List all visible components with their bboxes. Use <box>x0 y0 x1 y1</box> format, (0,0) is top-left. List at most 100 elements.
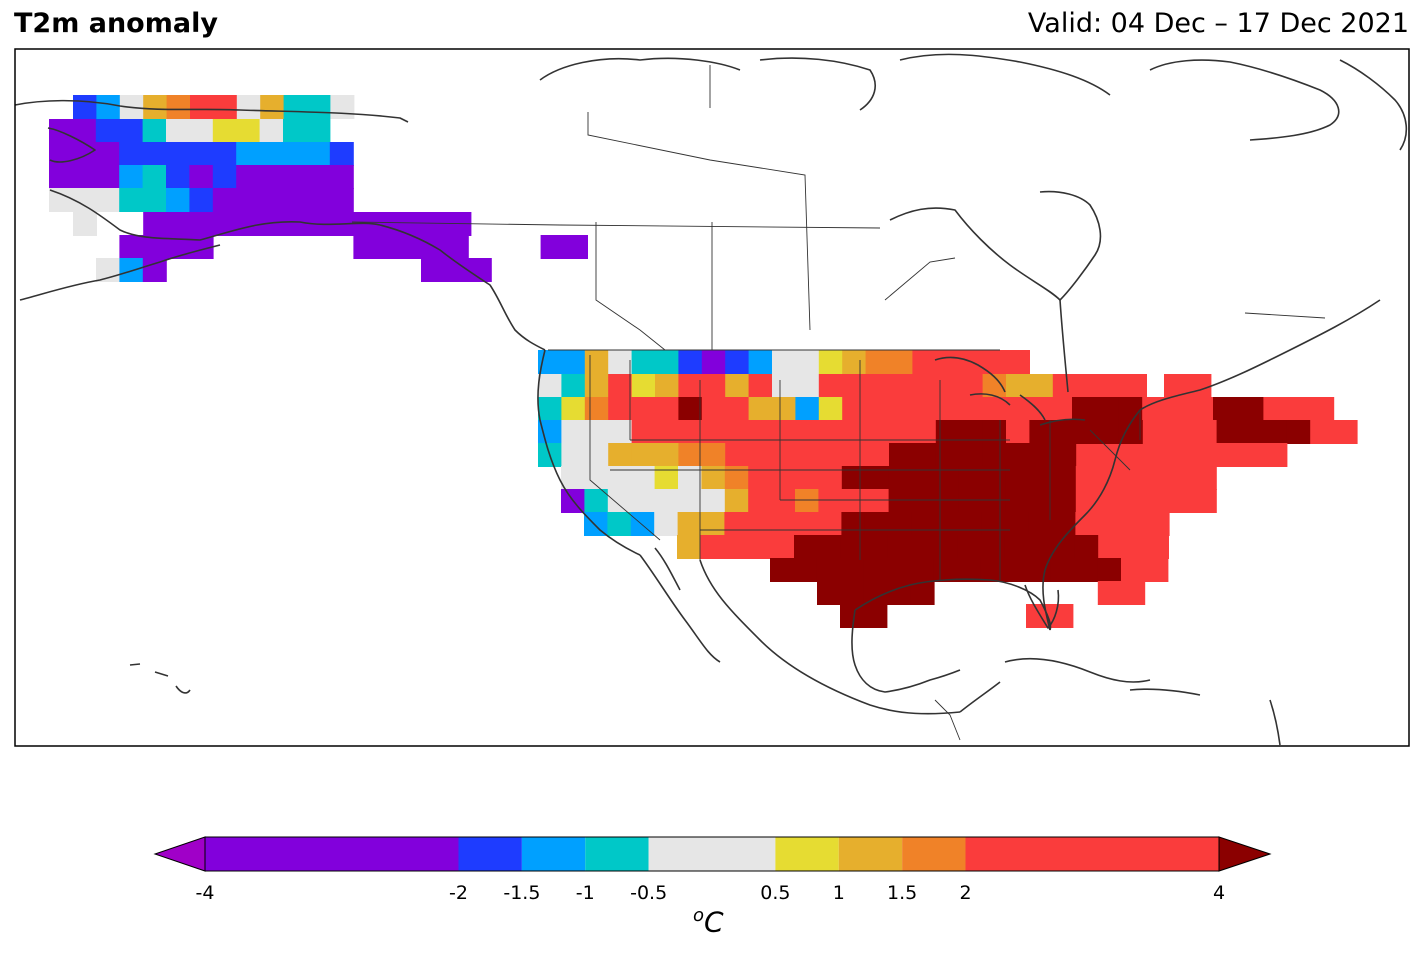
anomaly-cell <box>1121 535 1146 559</box>
anomaly-cell <box>260 95 285 119</box>
anomaly-cell <box>889 350 913 374</box>
colorbar-bin <box>775 837 839 871</box>
colorbar-under-arrow <box>153 836 206 872</box>
anomaly-cell <box>957 558 982 582</box>
anomaly-cell <box>1052 466 1077 490</box>
anomaly-cell <box>1286 420 1311 444</box>
anomaly-cell <box>723 535 748 559</box>
anomaly-cell <box>95 142 120 166</box>
anomaly-cell <box>1187 374 1212 398</box>
anomaly-cell <box>1076 374 1101 398</box>
anomaly-cell <box>608 420 633 444</box>
anomaly-cell <box>1006 397 1030 421</box>
units-letter: C <box>704 905 724 939</box>
anomaly-cell <box>212 165 237 189</box>
colorbar-tick-label: -1 <box>575 882 595 904</box>
anomaly-cell <box>887 558 911 582</box>
anomaly-cell <box>1076 443 1101 467</box>
anomaly-cell <box>864 512 889 536</box>
anomaly-cell <box>840 604 864 628</box>
colorbar-tick-label: 1.5 <box>887 882 918 904</box>
anomaly-cell <box>958 512 983 536</box>
colorbar-tick-label: -2 <box>449 882 468 904</box>
anomaly-cell <box>842 443 867 467</box>
anomaly-cell <box>189 188 214 212</box>
anomaly-cell <box>1049 604 1074 628</box>
anomaly-cell <box>982 397 1007 421</box>
map-title: T2m anomaly <box>14 8 218 39</box>
anomaly-cell <box>863 604 888 628</box>
anomaly-cell <box>841 512 866 536</box>
borders <box>351 65 1326 741</box>
anomaly-cell <box>608 350 633 374</box>
anomaly-cell <box>1121 581 1146 605</box>
anomaly-cell <box>236 188 261 212</box>
anomaly-cell <box>935 443 960 467</box>
anomaly-cell <box>73 95 97 119</box>
colorbar-tick-label: 2 <box>959 882 972 904</box>
anomaly-cell <box>655 443 679 467</box>
anomaly-cell <box>655 397 679 421</box>
anomaly-cell <box>1097 581 1122 605</box>
anomaly-cell <box>959 443 984 467</box>
anomaly-cell <box>1189 397 1213 421</box>
anomaly-cell <box>119 119 144 143</box>
anomaly-cell <box>842 397 867 421</box>
colorbar-bin <box>838 837 903 871</box>
anomaly-cell <box>818 350 843 374</box>
anomaly-cell <box>212 142 237 166</box>
anomaly-cell <box>818 443 843 467</box>
anomaly-cell <box>142 142 167 166</box>
anomaly-cell <box>72 142 97 166</box>
anomaly-cell <box>795 374 820 398</box>
anomaly-cell <box>49 165 73 189</box>
anomaly-cell <box>329 165 354 189</box>
anomaly-cell <box>935 350 960 374</box>
anomaly-cell <box>213 95 238 119</box>
anomaly-cell <box>166 95 191 119</box>
anomaly-cell <box>889 397 913 421</box>
anomaly-cell <box>538 374 562 398</box>
anomaly-cell <box>166 212 191 236</box>
anomaly-cell <box>863 581 888 605</box>
anomaly-cell <box>1006 374 1030 398</box>
anomaly-cell <box>887 535 912 559</box>
anomaly-cell <box>911 535 935 559</box>
anomaly-cell <box>724 489 749 513</box>
anomaly-cell <box>1146 420 1171 444</box>
anomaly-cell <box>631 397 656 421</box>
anomaly-cell <box>1165 397 1190 421</box>
anomaly-cell <box>935 489 960 513</box>
anomaly-cell <box>958 489 983 513</box>
anomaly-cell <box>794 512 819 536</box>
anomaly-cell <box>772 374 796 398</box>
anomaly-cell <box>1029 466 1053 490</box>
anomaly-cell <box>1099 466 1124 490</box>
anomaly-cell <box>1123 374 1147 398</box>
anomaly-cell <box>1029 397 1054 421</box>
anomaly-cell <box>607 512 632 536</box>
anomaly-cell <box>888 512 913 536</box>
anomaly-cell <box>959 397 984 421</box>
anomaly-cell <box>912 397 937 421</box>
anomaly-cell <box>1216 397 1241 421</box>
anomaly-cell <box>584 374 609 398</box>
anomaly-cell <box>283 142 307 166</box>
anomaly-cell <box>677 512 702 536</box>
anomaly-cell <box>725 374 750 398</box>
anomaly-cell <box>49 188 73 212</box>
anomaly-cell <box>725 443 750 467</box>
anomaly-cell <box>73 212 97 236</box>
anomaly-cell <box>259 165 284 189</box>
anomaly-cell <box>795 350 820 374</box>
anomaly-cell <box>96 95 121 119</box>
anomaly-cell <box>912 489 936 513</box>
anomaly-cell <box>190 95 214 119</box>
colorbar-tick-label: -1.5 <box>503 882 541 904</box>
anomaly-cell <box>584 443 609 467</box>
anomaly-cell <box>1099 443 1124 467</box>
anomaly-cell <box>1146 489 1170 513</box>
anomaly-cell <box>49 119 73 143</box>
anomaly-cell <box>1118 397 1143 421</box>
anomaly-cell <box>584 489 609 513</box>
